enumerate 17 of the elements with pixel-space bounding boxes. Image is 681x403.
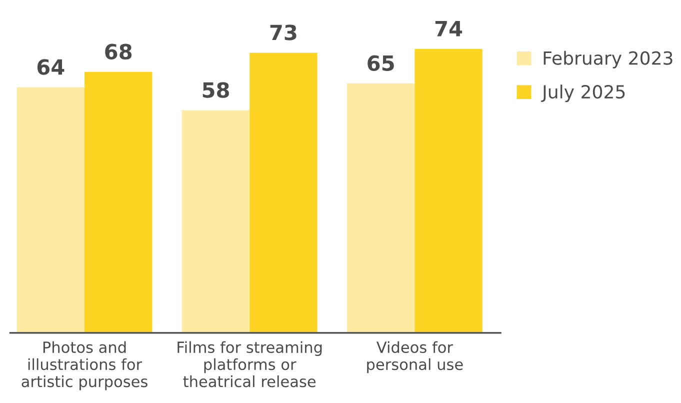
bar [250,52,318,333]
data-label: 73 [270,24,296,40]
data-label: 74 [435,21,462,36]
x-tick-label: Photos and illustrations for artistic purposes [22,341,148,390]
x-tick-label: Films for streaming platforms or theatrical release [178,341,322,388]
bar [182,110,250,333]
x-tick-label: Videos for personal use [367,341,463,374]
bar [16,87,85,333]
bar [414,48,482,333]
data-label: 64 [37,59,64,75]
data-label: 58 [202,82,229,98]
bar [347,83,415,333]
legend-label: February 2023 [544,50,672,68]
bar [84,72,152,333]
data-label: 68 [105,44,132,60]
legend-label: July 2025 [541,84,625,102]
data-label: 65 [368,55,394,72]
